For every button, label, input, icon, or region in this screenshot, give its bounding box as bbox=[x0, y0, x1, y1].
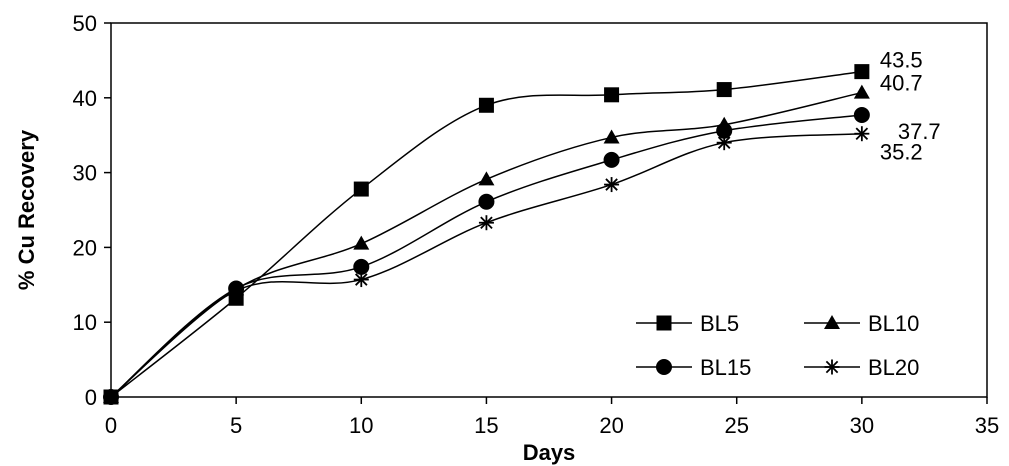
data-label-bl5: 43.5 bbox=[880, 48, 923, 73]
data-point-bl20 bbox=[353, 272, 369, 288]
y-tick-label: 0 bbox=[85, 385, 97, 410]
data-point-bl20 bbox=[716, 135, 732, 151]
data-point-bl15 bbox=[478, 193, 495, 210]
data-point-bl20 bbox=[478, 215, 494, 231]
data-point-bl10 bbox=[603, 129, 620, 144]
data-point-bl5 bbox=[716, 82, 732, 98]
y-tick-label: 40 bbox=[73, 86, 97, 111]
data-point-bl20 bbox=[854, 126, 870, 142]
data-point-bl15 bbox=[603, 151, 620, 168]
legend-item-bl10: BL10 bbox=[804, 311, 919, 336]
data-point-bl20 bbox=[228, 283, 244, 299]
x-tick-label: 10 bbox=[349, 413, 373, 438]
plot-border bbox=[110, 22, 988, 398]
legend-item-bl5: BL5 bbox=[636, 311, 739, 336]
x-tick-label: 35 bbox=[975, 413, 999, 438]
y-tick-label: 20 bbox=[73, 235, 97, 260]
data-point-bl5 bbox=[604, 87, 620, 103]
series-layer bbox=[103, 64, 870, 405]
end-labels: 43.540.7 37.735.2 bbox=[880, 48, 941, 165]
legend-marker-bl10 bbox=[824, 315, 840, 329]
y-axis-title: % Cu Recovery bbox=[14, 129, 39, 290]
legend: BL5 BL10 BL15 BL20 bbox=[636, 311, 919, 380]
legend-item-bl20: BL20 bbox=[804, 355, 919, 380]
data-point-bl15 bbox=[716, 122, 733, 139]
legend-label-bl5: BL5 bbox=[700, 311, 739, 336]
data-point-bl5 bbox=[854, 64, 870, 80]
y-tick-label: 30 bbox=[73, 161, 97, 186]
x-tick-label: 0 bbox=[105, 413, 117, 438]
legend-label-bl15: BL15 bbox=[700, 355, 751, 380]
x-tick-label: 20 bbox=[599, 413, 623, 438]
data-point-bl15 bbox=[853, 107, 870, 124]
x-tick-label: 25 bbox=[724, 413, 748, 438]
data-point-bl20 bbox=[604, 177, 620, 193]
data-label-bl20: 35.2 bbox=[880, 140, 923, 165]
data-label-bl15: 37.7 bbox=[898, 119, 941, 144]
data-point-bl10 bbox=[478, 171, 495, 186]
x-axis-title: Days bbox=[523, 440, 576, 465]
legend-marker-bl5 bbox=[656, 315, 672, 331]
x-tick-label: 5 bbox=[230, 413, 242, 438]
series-line-bl5 bbox=[110, 70, 862, 398]
x-tick-label: 15 bbox=[474, 413, 498, 438]
data-point-bl5 bbox=[478, 97, 494, 113]
legend-item-bl15: BL15 bbox=[636, 355, 751, 380]
data-point-bl10 bbox=[353, 235, 370, 250]
legend-marker-bl20 bbox=[824, 359, 840, 375]
plot-area bbox=[104, 22, 988, 404]
x-tick-label: 30 bbox=[850, 413, 874, 438]
tick-labels: 0 10 20 30 40 50 0 5 10 15 20 25 30 35 bbox=[73, 11, 1000, 438]
legend-label-bl20: BL20 bbox=[868, 355, 919, 380]
legend-marker-bl15 bbox=[656, 359, 672, 375]
y-tick-label: 50 bbox=[73, 11, 97, 36]
data-point-bl15 bbox=[353, 258, 370, 275]
legend-label-bl10: BL10 bbox=[868, 311, 919, 336]
series-line-bl10 bbox=[110, 91, 863, 398]
data-point-bl20 bbox=[103, 389, 119, 405]
data-point-bl5 bbox=[353, 181, 369, 197]
y-tick-label: 10 bbox=[73, 310, 97, 335]
data-label-bl10: 40.7 bbox=[880, 71, 923, 96]
data-point-bl10 bbox=[853, 84, 870, 99]
